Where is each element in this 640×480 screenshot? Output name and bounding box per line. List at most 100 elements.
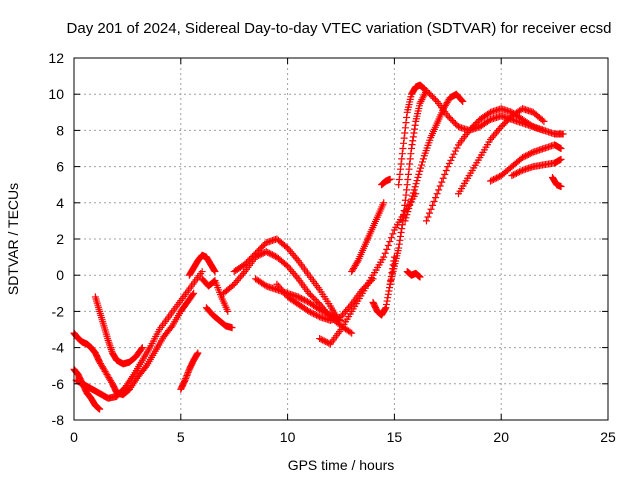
data-point [444,163,452,171]
data-point [267,250,275,258]
data-point [317,306,325,314]
data-point [311,311,319,319]
data-point [438,178,446,186]
data-point [419,155,427,163]
data-point [293,255,301,263]
x-tick-label: 5 [177,429,185,445]
data-point [290,269,298,277]
data-point [445,159,453,167]
data-point [397,160,405,168]
data-point [105,338,113,346]
data-point [311,296,319,304]
data-point [557,145,565,152]
data-point [540,117,548,125]
y-axis-label: SDTVAR / TECUs [5,183,21,295]
data-point [319,336,327,344]
data-point [450,118,458,126]
data-point [96,405,104,413]
data-point [407,145,415,152]
data-point [485,109,493,117]
data-point [314,312,322,320]
data-point [211,268,219,276]
data-point [285,264,293,272]
data-point [381,249,389,257]
data-point [384,290,392,298]
data-point [523,151,531,159]
data-point [282,243,290,251]
data-point [242,259,250,267]
data-point [410,129,418,137]
data-point [316,306,324,314]
data-point [384,241,392,249]
x-axis-label: GPS time / hours [288,457,395,473]
data-point [194,349,202,357]
y-tick-label: 8 [56,122,64,138]
data-point [316,335,324,343]
series-arc-6 [185,251,219,279]
data-point [559,130,567,138]
data-point [490,176,498,184]
series-arc-22 [508,155,565,180]
data-point [400,134,408,142]
data-point [425,90,433,98]
data-point [345,304,353,312]
data-point [385,287,393,295]
series-arc-7 [198,275,232,315]
data-point [319,307,327,315]
data-point [241,260,249,268]
data-point [317,335,325,343]
data-point [395,240,403,248]
data-point [296,294,304,302]
data-point [245,256,253,264]
data-point [499,121,507,129]
data-point [320,308,328,316]
data-point [190,289,198,297]
data-point [265,249,273,257]
data-point [488,134,496,142]
data-point [320,337,328,345]
data-point [406,160,414,168]
data-point [538,116,546,124]
data-point [432,96,440,104]
data-point [520,153,528,161]
data-point [288,268,296,276]
data-point [424,88,432,96]
data-point [408,141,416,149]
data-point [386,175,394,183]
data-point [465,126,473,134]
data-point [105,340,113,348]
data-point [386,238,394,246]
data-point [491,130,499,138]
data-point [386,284,394,292]
data-point [409,133,417,141]
y-tick-label: 2 [56,231,64,247]
data-point [228,324,236,332]
data-point [517,167,525,175]
x-tick-label: 15 [387,429,403,445]
data-point [270,252,278,260]
data-point [182,375,190,383]
x-tick-label: 25 [600,429,616,445]
data-point [429,93,437,101]
data-point [107,344,115,352]
data-point [313,297,321,305]
chart-title: Day 201 of 2024, Sidereal Day-to-day VTE… [67,20,612,37]
data-point [353,258,361,266]
data-point [497,123,505,131]
data-point [522,152,530,160]
data-point [181,376,189,384]
data-point [451,120,459,128]
x-tick-label: 20 [493,429,509,445]
data-point [500,120,508,128]
data-point [420,85,428,93]
data-point [459,97,467,105]
data-point [409,189,417,197]
data-point [235,275,243,283]
data-point [398,225,406,233]
data-point [403,181,411,189]
data-point [297,294,305,302]
data-point [239,269,247,277]
data-point [306,291,314,299]
data-point [493,128,501,136]
